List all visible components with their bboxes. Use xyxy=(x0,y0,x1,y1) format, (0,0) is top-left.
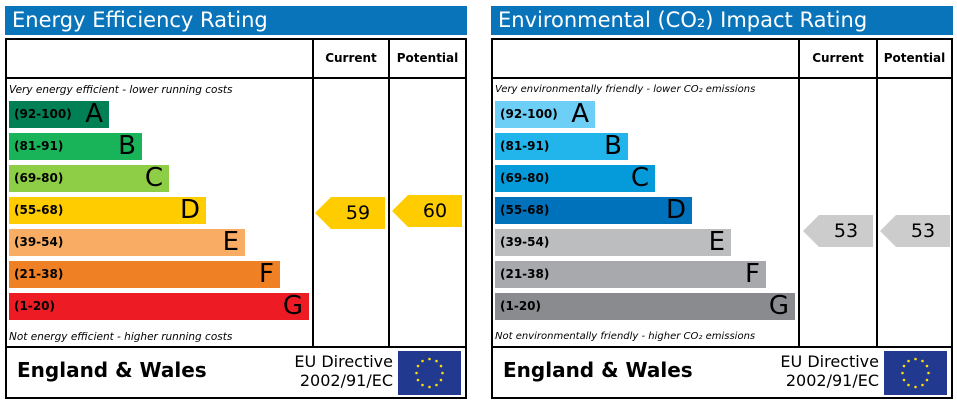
current-rating-value: 53 xyxy=(833,220,859,242)
panel-title: Environmental (CO₂) Impact Rating xyxy=(491,6,953,35)
band-letter: B xyxy=(118,131,136,161)
band-range: (81-91) xyxy=(500,139,550,153)
band-range: (81-91) xyxy=(14,139,64,153)
arrow-shape-icon xyxy=(315,197,385,229)
column-divider xyxy=(312,40,314,346)
column-header-potential: Potential xyxy=(396,51,459,65)
band-range: (1-20) xyxy=(500,299,541,313)
band-letter: G xyxy=(768,291,789,321)
bottom-caption: Not environmentally friendly - higher CO… xyxy=(495,331,756,342)
band-letter: C xyxy=(630,163,649,193)
band-range: (69-80) xyxy=(14,171,64,185)
band-letter: E xyxy=(222,227,239,257)
region-label: England & Wales xyxy=(17,358,207,382)
eu-flag-icon xyxy=(398,351,461,395)
band-a: (92-100) A xyxy=(495,99,595,129)
band-letter: F xyxy=(745,259,760,289)
footer-divider xyxy=(7,346,465,348)
top-caption: Very environmentally friendly - lower CO… xyxy=(495,84,756,95)
environmental-impact-panel: Environmental (CO₂) Impact Rating Curren… xyxy=(491,6,953,399)
column-header-potential: Potential xyxy=(883,51,946,65)
band-letter: B xyxy=(604,131,622,161)
potential-rating-arrow: 53 xyxy=(880,215,950,247)
band-e: (39-54) E xyxy=(9,227,245,257)
band-letter: C xyxy=(144,163,163,193)
rating-table: Current Potential Very environmentally f… xyxy=(491,38,953,399)
rating-table: Current Potential Very energy efficient … xyxy=(5,38,467,399)
band-range: (1-20) xyxy=(14,299,55,313)
eu-directive: EU Directive 2002/91/EC xyxy=(294,352,393,390)
band-f: (21-38) F xyxy=(9,259,280,289)
band-letter: G xyxy=(282,291,303,321)
footer-divider xyxy=(493,346,951,348)
potential-rating-value: 60 xyxy=(422,200,448,222)
band-letter: E xyxy=(708,227,725,257)
band-range: (21-38) xyxy=(500,267,550,281)
band-range: (55-68) xyxy=(500,203,550,217)
band-g: (1-20) G xyxy=(9,291,309,321)
bottom-caption: Not energy efficient - higher running co… xyxy=(9,331,233,343)
energy-efficiency-panel: Energy Efficiency Rating Current Potenti… xyxy=(5,6,467,399)
panel-title: Energy Efficiency Rating xyxy=(5,6,467,35)
arrow-shape-icon xyxy=(880,215,950,247)
directive-line-1: EU Directive xyxy=(294,352,393,371)
band-b: (81-91) B xyxy=(495,131,628,161)
header-divider xyxy=(7,77,465,79)
arrow-shape-icon xyxy=(392,195,462,227)
band-letter: D xyxy=(179,195,200,225)
top-caption: Very energy efficient - lower running co… xyxy=(9,84,233,96)
band-range: (69-80) xyxy=(500,171,550,185)
potential-rating-arrow: 60 xyxy=(392,195,462,227)
band-letter: F xyxy=(259,259,274,289)
band-range: (39-54) xyxy=(500,235,550,249)
band-e: (39-54) E xyxy=(495,227,731,257)
directive-line-2: 2002/91/EC xyxy=(299,371,393,390)
column-divider xyxy=(876,40,878,346)
potential-rating-value: 53 xyxy=(910,220,936,242)
band-letter: A xyxy=(85,99,103,129)
band-g: (1-20) G xyxy=(495,291,795,321)
region-label: England & Wales xyxy=(503,358,693,382)
band-range: (55-68) xyxy=(14,203,64,217)
band-a: (92-100) A xyxy=(9,99,109,129)
eu-directive: EU Directive 2002/91/EC xyxy=(780,352,879,390)
current-rating-arrow: 53 xyxy=(803,215,873,247)
eu-flag-icon xyxy=(884,351,947,395)
column-header-current: Current xyxy=(812,51,864,65)
band-f: (21-38) F xyxy=(495,259,766,289)
band-c: (69-80) C xyxy=(9,163,169,193)
directive-line-1: EU Directive xyxy=(780,352,879,371)
band-letter: A xyxy=(571,99,589,129)
header-divider xyxy=(493,77,951,79)
directive-line-2: 2002/91/EC xyxy=(785,371,879,390)
column-divider xyxy=(388,40,390,346)
band-range: (39-54) xyxy=(14,235,64,249)
current-rating-value: 59 xyxy=(345,202,371,224)
band-range: (21-38) xyxy=(14,267,64,281)
band-d: (55-68) D xyxy=(9,195,206,225)
band-d: (55-68) D xyxy=(495,195,692,225)
column-divider xyxy=(798,40,800,346)
band-range: (92-100) xyxy=(14,107,72,121)
column-header-current: Current xyxy=(325,51,377,65)
band-c: (69-80) C xyxy=(495,163,655,193)
arrow-shape-icon xyxy=(803,215,873,247)
band-b: (81-91) B xyxy=(9,131,142,161)
band-range: (92-100) xyxy=(500,107,558,121)
band-letter: D xyxy=(665,195,686,225)
current-rating-arrow: 59 xyxy=(315,197,385,229)
